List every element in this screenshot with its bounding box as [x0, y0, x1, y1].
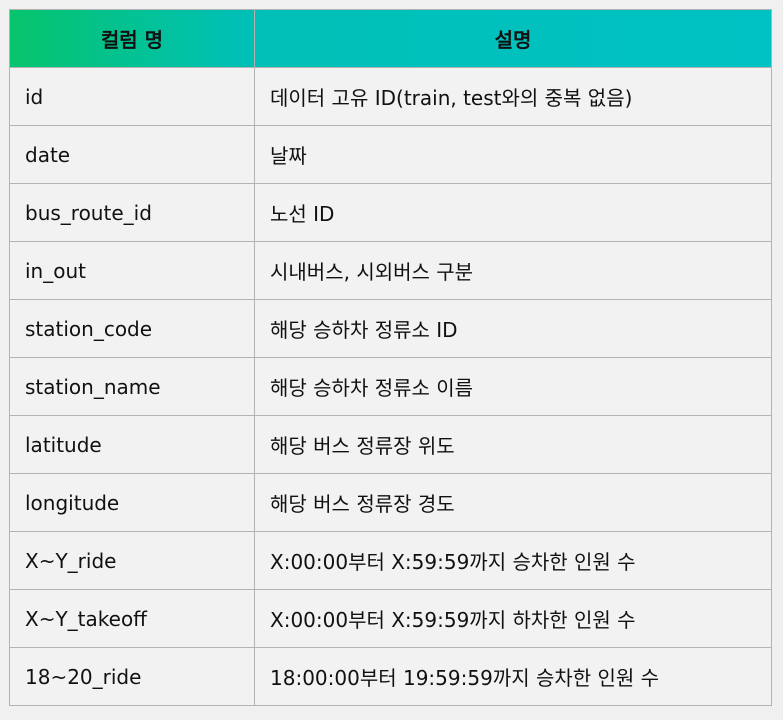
description-cell: 노선 ID [254, 183, 772, 242]
header-column-name: 컬럼 명 [9, 9, 255, 68]
description-cell: 해당 버스 정류장 경도 [254, 473, 772, 532]
column-name-cell: X~Y_ride [9, 531, 255, 590]
column-description-table: 컬럼 명 설명 id 데이터 고유 ID(train, test와의 중복 없음… [9, 9, 772, 706]
description-cell: 날짜 [254, 125, 772, 184]
column-name-cell: latitude [9, 415, 255, 474]
column-name-cell: date [9, 125, 255, 184]
header-description: 설명 [254, 9, 772, 68]
table-row: bus_route_id 노선 ID [9, 183, 772, 242]
description-cell: 해당 승하차 정류소 이름 [254, 357, 772, 416]
column-name-cell: longitude [9, 473, 255, 532]
column-name-cell: id [9, 67, 255, 126]
table-row: date 날짜 [9, 125, 772, 184]
table-row: 18~20_ride 18:00:00부터 19:59:59까지 승차한 인원 … [9, 647, 772, 706]
table-row: X~Y_takeoff X:00:00부터 X:59:59까지 하차한 인원 수 [9, 589, 772, 648]
column-name-cell: bus_route_id [9, 183, 255, 242]
table-row: station_code 해당 승하차 정류소 ID [9, 299, 772, 358]
table-row: X~Y_ride X:00:00부터 X:59:59까지 승차한 인원 수 [9, 531, 772, 590]
column-name-cell: station_name [9, 357, 255, 416]
description-cell: 해당 버스 정류장 위도 [254, 415, 772, 474]
table-header-row: 컬럼 명 설명 [9, 9, 772, 68]
table-row: latitude 해당 버스 정류장 위도 [9, 415, 772, 474]
column-description-table-container: 컬럼 명 설명 id 데이터 고유 ID(train, test와의 중복 없음… [9, 9, 772, 706]
table-row: station_name 해당 승하차 정류소 이름 [9, 357, 772, 416]
column-name-cell: station_code [9, 299, 255, 358]
description-cell: 시내버스, 시외버스 구분 [254, 241, 772, 300]
table-row: longitude 해당 버스 정류장 경도 [9, 473, 772, 532]
description-cell: X:00:00부터 X:59:59까지 하차한 인원 수 [254, 589, 772, 648]
description-cell: 18:00:00부터 19:59:59까지 승차한 인원 수 [254, 647, 772, 706]
description-cell: X:00:00부터 X:59:59까지 승차한 인원 수 [254, 531, 772, 590]
column-name-cell: X~Y_takeoff [9, 589, 255, 648]
table-row: in_out 시내버스, 시외버스 구분 [9, 241, 772, 300]
column-name-cell: in_out [9, 241, 255, 300]
column-name-cell: 18~20_ride [9, 647, 255, 706]
description-cell: 데이터 고유 ID(train, test와의 중복 없음) [254, 67, 772, 126]
table-row: id 데이터 고유 ID(train, test와의 중복 없음) [9, 67, 772, 126]
description-cell: 해당 승하차 정류소 ID [254, 299, 772, 358]
